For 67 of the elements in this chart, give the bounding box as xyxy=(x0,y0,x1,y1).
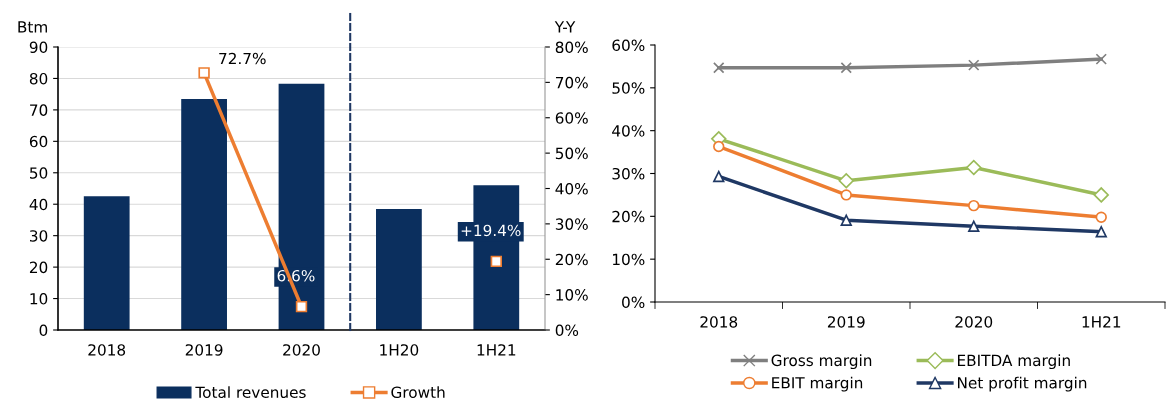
point xyxy=(840,214,852,226)
y2-tick-label: 0% xyxy=(555,324,579,337)
legend-label: Growth xyxy=(391,386,445,399)
y-tick-label: 0 xyxy=(39,324,48,337)
y2-axis-title: Y-Y xyxy=(554,21,576,33)
point xyxy=(968,59,980,71)
legend-label: EBITDA margin xyxy=(957,354,1070,370)
bar xyxy=(83,196,130,330)
y2-tick-label: 30% xyxy=(555,218,588,230)
point xyxy=(1093,187,1109,203)
data-label: +19.4% xyxy=(461,224,521,237)
y-tick-label: 20% xyxy=(612,210,645,223)
legend-label: EBIT margin xyxy=(772,376,863,392)
y-tick-label: 30% xyxy=(612,167,645,180)
point xyxy=(1095,211,1107,223)
y-tick-label: 80 xyxy=(29,72,48,85)
legend-label: Total revenues xyxy=(195,386,306,399)
y2-tick-label: 10% xyxy=(556,289,588,301)
y-tick-label: 40 xyxy=(29,198,48,211)
x-tick-label: 1H21 xyxy=(477,344,516,356)
y-tick-label: 90 xyxy=(29,41,48,54)
bar xyxy=(181,98,227,330)
y-tick-label: 70 xyxy=(30,104,48,116)
y-tick-label: 0% xyxy=(622,296,645,309)
y-tick-label: 60 xyxy=(29,135,48,148)
legend-label: Net profit margin xyxy=(957,376,1087,392)
y-tick-label: 10% xyxy=(613,253,645,266)
y2-tick-label: 40% xyxy=(555,182,588,195)
x-tick-label: 2018 xyxy=(88,344,126,356)
y2-tick-label: 50% xyxy=(555,147,588,160)
y-tick-label: 50% xyxy=(612,82,645,94)
x-tick-label: 2018 xyxy=(700,316,738,328)
x-tick-label: 2020 xyxy=(283,344,320,356)
bar xyxy=(278,83,325,330)
y2-tick-label: 20% xyxy=(555,253,588,266)
y-tick-label: 60% xyxy=(612,39,645,52)
x-tick-label: 2019 xyxy=(827,316,865,328)
point xyxy=(966,159,982,176)
y2-tick-label: 70% xyxy=(555,76,588,89)
y-tick-label: 40% xyxy=(612,125,645,137)
x-tick-label: 2019 xyxy=(185,344,223,356)
point xyxy=(490,255,502,268)
point xyxy=(1095,226,1107,238)
point xyxy=(840,189,852,201)
y-axis-title: Btm xyxy=(18,21,47,33)
point xyxy=(1095,53,1107,65)
point xyxy=(713,170,725,183)
point xyxy=(713,140,725,153)
point xyxy=(295,300,308,313)
x-tick-label: 1H21 xyxy=(1082,316,1121,328)
point xyxy=(840,62,852,74)
point xyxy=(713,62,725,74)
x-tick-label: 2020 xyxy=(955,316,993,328)
point xyxy=(968,199,980,212)
point xyxy=(198,67,210,79)
y-tick-label: 20 xyxy=(29,261,48,274)
y2-tick-label: 60% xyxy=(555,112,588,124)
data-label: 72.7% xyxy=(219,52,266,65)
y-tick-label: 30 xyxy=(30,230,48,242)
y-tick-label: 50 xyxy=(30,167,48,179)
x-tick-label: 1H20 xyxy=(380,344,419,356)
point xyxy=(968,220,980,232)
y2-tick-label: 80% xyxy=(555,41,588,54)
point xyxy=(838,173,854,189)
bar xyxy=(376,208,422,330)
y-tick-label: 10 xyxy=(30,293,48,305)
legend-label: Gross margin xyxy=(771,354,872,370)
